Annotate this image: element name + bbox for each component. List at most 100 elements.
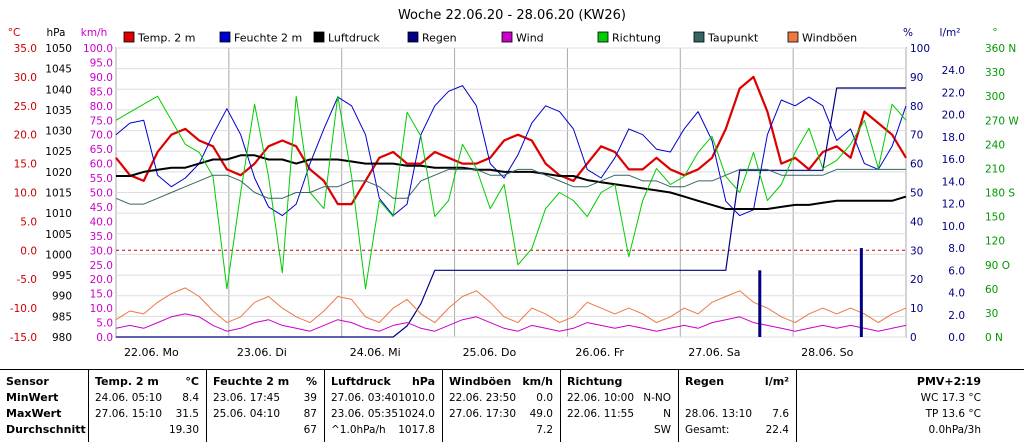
temp-tick-label: 0.0	[20, 245, 37, 257]
rain-tick-label: 4.0	[948, 288, 965, 300]
legend-label-wind: Wind	[516, 32, 544, 45]
rain-tick-label: 20.0	[942, 110, 965, 122]
direction-column: Richtung 22.06. 10:00 N-NO 22.06. 11:55 …	[560, 370, 679, 442]
speed-tick-label: 85.0	[90, 86, 113, 98]
row-label-max: MaxWert	[6, 407, 62, 420]
direction-header: Richtung	[567, 375, 623, 388]
temp-tick-label: 35.0	[14, 43, 37, 55]
legend-swatch-boeen	[787, 31, 799, 43]
pressure-tick-label: 1050	[45, 43, 72, 55]
speed-tick-label: 80.0	[90, 101, 113, 113]
speed-tick-label: 35.0	[90, 231, 113, 243]
gust-min-time: 22.06. 23:50	[449, 392, 516, 404]
humidity-tick-label: 100	[910, 43, 930, 55]
rain-tick-label: 2.0	[948, 310, 965, 322]
direction-min: N-NO	[643, 392, 671, 404]
rain-total-label: Gesamt:	[685, 424, 730, 436]
unit-pressure: hPa	[47, 27, 66, 39]
rain-header: Regen	[685, 375, 725, 388]
series-line-temp	[115, 75, 907, 206]
chart-legend: Temp. 2 m Feuchte 2 m Luftdruck Regen Wind Ri…	[123, 31, 857, 45]
temp-unit: °C	[185, 375, 199, 388]
temp-header: Temp. 2 m	[95, 375, 159, 388]
direction-tick-label: 300	[985, 91, 1005, 103]
speed-tick-label: 20.0	[90, 274, 113, 286]
pmv-header: PMV+2:19	[916, 375, 981, 388]
speed-tick-label: 55.0	[90, 173, 113, 185]
x-axis-label: 27.06. Sa	[688, 346, 740, 359]
row-label-min: MinWert	[6, 391, 59, 404]
rain-tick-label: 0.0	[948, 332, 965, 344]
pressure-tick-label: 1000	[45, 249, 72, 261]
pressure-unit: hPa	[411, 375, 435, 388]
speed-tick-label: 15.0	[90, 289, 113, 301]
temp-tick-label: 30.0	[14, 72, 37, 84]
x-axis-label: 23.06. Di	[237, 346, 287, 359]
pressure-max-time: 23.06. 05:35	[331, 408, 398, 420]
pressure-tick-label: 1040	[45, 84, 72, 96]
legend-label-taupunkt: Taupunkt	[707, 32, 759, 45]
pressure-tick-label: 1025	[45, 146, 72, 158]
x-axis-labels: 22.06. Mo 23.06. Di 24.06. Mi 25.06. Do 26.0…	[124, 346, 854, 359]
temp-max: 31.5	[175, 408, 199, 420]
humidity-tick-label: 0	[910, 332, 917, 344]
rain-tick-label: 24.0	[942, 65, 965, 77]
rain-tick-label: 22.0	[942, 87, 965, 99]
pressure-tick-label: 1030	[45, 126, 72, 138]
pressure-tick-label: 990	[52, 291, 72, 303]
weather-chart: Woche 22.06.20 - 28.06.20 (KW26) °C hPa km…	[8, 8, 1020, 359]
temp-tick-label: 25.0	[14, 101, 37, 113]
pressure-tick-label: 1035	[45, 105, 72, 117]
speed-tick-label: 5.0	[96, 318, 113, 330]
direction-tick-label: 60	[985, 284, 998, 296]
humidity-tick-label: 80	[910, 101, 923, 113]
rain-tick-label: 16.0	[942, 154, 965, 166]
humidity-tick-label: 70	[910, 130, 923, 142]
direction-tick-label: 270 W	[985, 115, 1019, 127]
rain-column: Regen l/m² 28.06. 13:10 7.6 Gesamt: 22.4	[678, 370, 797, 442]
humidity-tick-label: 50	[910, 188, 923, 200]
x-axis-label: 26.06. Fr	[575, 346, 624, 359]
pressure-tick-label: 1015	[45, 188, 72, 200]
speed-tick-label: 75.0	[90, 115, 113, 127]
x-axis-label: 25.06. Do	[463, 346, 517, 359]
speed-tick-label: 60.0	[90, 159, 113, 171]
gust-column: Windböen km/h 22.06. 23:50 0.0 27.06. 17…	[442, 370, 561, 442]
temp-tick-label: 20.0	[14, 130, 37, 142]
legend-swatch-wind	[501, 31, 513, 43]
temp-avg: 19.30	[168, 424, 199, 436]
unit-temp: °C	[8, 27, 21, 39]
temp-column: Temp. 2 m °C 24.06. 05:10 8.4 27.06. 15:…	[88, 370, 207, 442]
direction-tick-label: 120	[985, 236, 1005, 248]
row-label-avg: Durchschnitt	[6, 423, 86, 436]
humidity-min: 39	[303, 392, 317, 404]
speed-tick-label: 95.0	[90, 57, 113, 69]
legend-swatch-pressure	[313, 31, 325, 43]
pressure-trend: ^1.0hPa/h	[331, 424, 386, 436]
legend-label-regen: Regen	[422, 32, 457, 45]
temp-tick-label: 15.0	[14, 159, 37, 171]
pressure-column: Luftdruck hPa 27.06. 03:40 1010.0 23.06.…	[324, 370, 443, 442]
x-axis-label: 24.06. Mi	[350, 346, 401, 359]
rain-bar	[758, 270, 762, 337]
chart-title: Woche 22.06.20 - 28.06.20 (KW26)	[398, 8, 626, 23]
rain-tick-label: 6.0	[948, 265, 965, 277]
rain-tick-label: 14.0	[942, 176, 965, 188]
rain-tick-label: 18.0	[942, 132, 965, 144]
legend-swatch-taupunkt	[693, 31, 705, 43]
direction-avg: SW	[653, 424, 671, 436]
speed-tick-label: 100.0	[83, 43, 113, 55]
rain-bar	[859, 248, 863, 337]
gust-header: Windböen	[449, 375, 512, 388]
legend-swatch-richtung	[597, 31, 609, 43]
pressure-tick-label: 1045	[45, 64, 72, 76]
humidity-tick-label: 10	[910, 303, 923, 315]
rain-unit: l/m²	[764, 375, 789, 388]
direction-tick-label: 330	[985, 67, 1005, 79]
speed-tick-label: 25.0	[90, 260, 113, 272]
temp-tick-label: -15.0	[10, 332, 37, 344]
speed-tick-label: 45.0	[90, 202, 113, 214]
gust-max-time: 27.06. 17:30	[449, 408, 516, 420]
temp-tick-label: 10.0	[14, 188, 37, 200]
direction-max: N	[663, 408, 671, 420]
